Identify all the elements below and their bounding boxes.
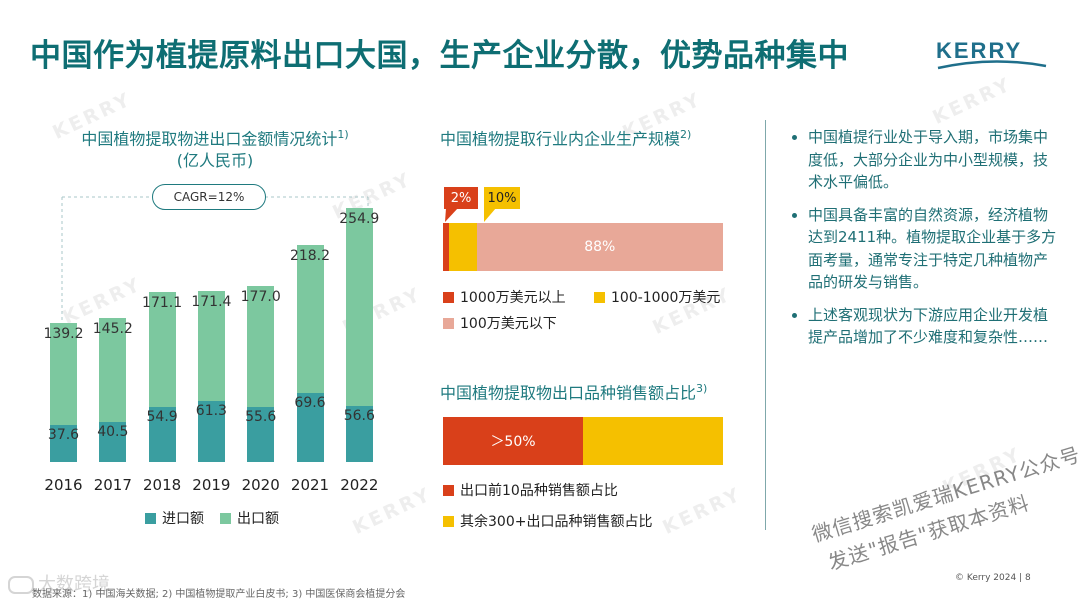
- chart2-title: 中国植物提取行业内企业生产规模2): [440, 124, 740, 150]
- copyright: © Kerry 2024 | 8: [955, 573, 1031, 583]
- callout-pointers: [445, 208, 496, 222]
- logo-text: KERRY: [936, 38, 1023, 63]
- legend-label: 出口前10品种销售额占比: [460, 483, 618, 499]
- chart1-title: 中国植物提取物进出口金额情况统计1) (亿人民币): [40, 124, 390, 172]
- cagr-badge: CAGR=12%: [152, 184, 266, 210]
- legend-swatch-red: [443, 484, 454, 496]
- chart3-legend-0: 出口前10品种销售额占比: [443, 480, 618, 500]
- chart1-title-sup: 1): [337, 128, 349, 141]
- chart3-segment-1: [583, 417, 723, 465]
- legend-label-import: 进口额: [162, 511, 204, 527]
- chart3-segment-0: ＞50%: [443, 417, 583, 465]
- chart1-title-text: 中国植物提取物进出口金额情况统计: [81, 129, 338, 149]
- chart2-title-sup: 2): [680, 128, 692, 141]
- chart1-legend-export: 出口额: [220, 508, 279, 528]
- chart3-title-text: 中国植物提取物出口品种销售额占比: [440, 383, 697, 403]
- callout-10pct-text: 10%: [487, 190, 517, 206]
- bottom-brand-icon: [8, 576, 34, 594]
- chart3-segment-label: ＞50%: [490, 434, 536, 450]
- bottom-brand-text: 大数跨境: [38, 574, 110, 595]
- legend-swatch-red: [443, 291, 454, 303]
- callout-10pct: 10%: [484, 187, 520, 209]
- chart2-segment-2: 88%: [476, 223, 723, 271]
- bullet-item: 上述客观现状为下游应用企业开发植提产品增加了不少难度和复杂性……: [808, 304, 1060, 349]
- legend-swatch-pink: [443, 317, 454, 329]
- page-title: 中国作为植提原料出口大国，生产企业分散，优势品种集中: [30, 38, 849, 74]
- bullet-item: 中国具备丰富的自然资源，经济植物达到2411种。植物提取企业基于多方面考量，通常…: [808, 204, 1060, 294]
- chart2-title-text: 中国植物提取行业内企业生产规模: [440, 129, 681, 149]
- chart2-segment-label: 88%: [584, 239, 616, 255]
- vertical-divider: [765, 120, 766, 530]
- legend-label: 其余300+出口品种销售额占比: [460, 514, 653, 530]
- legend-label: 100万美元以下: [460, 316, 557, 332]
- legend-swatch-import: [145, 512, 156, 524]
- bottom-brand-watermark: 大数跨境: [8, 570, 110, 596]
- legend-swatch-export: [220, 512, 231, 524]
- callout-2pct: 2%: [444, 187, 478, 209]
- source-note: 数据来源：1) 中国海关数据; 2) 中国植物提取产业白皮书; 3) 中国医保商…: [32, 589, 406, 600]
- legend-label-export: 出口额: [237, 511, 279, 527]
- chart2-legend-2: 100万美元以下: [443, 313, 557, 333]
- legend-label: 1000万美元以上: [460, 290, 566, 306]
- chart2-legend-0: 1000万美元以上: [443, 287, 566, 307]
- chart3-title: 中国植物提取物出口品种销售额占比3): [440, 378, 760, 404]
- chart1-subtitle: (亿人民币): [176, 151, 254, 171]
- chart3-legend-1: 其余300+出口品种销售额占比: [443, 511, 652, 531]
- kerry-logo: KERRY: [936, 38, 1048, 70]
- cagr-text: CAGR=12%: [173, 190, 245, 204]
- bullet-list: 中国植提行业处于导入期，市场集中度低，大部分企业为中小型规模，技术水平偏低。 中…: [790, 126, 1060, 359]
- legend-swatch-yellow: [443, 515, 454, 527]
- logo-swoosh-icon: [937, 60, 1047, 70]
- chart1-legend-import: 进口额: [145, 508, 204, 528]
- chart2-bar: 88%: [443, 223, 723, 271]
- callout-2pct-text: 2%: [450, 190, 472, 206]
- chart3-title-sup: 3): [696, 382, 708, 395]
- chart3-bar: ＞50%: [443, 417, 723, 465]
- chart2-segment-0: [443, 223, 449, 271]
- legend-swatch-yellow: [594, 291, 605, 303]
- legend-label: 100-1000万美元: [611, 290, 721, 306]
- chart2-segment-1: [448, 223, 477, 271]
- bullet-item: 中国植提行业处于导入期，市场集中度低，大部分企业为中小型规模，技术水平偏低。: [808, 126, 1060, 194]
- chart2-legend-1: 100-1000万美元: [594, 287, 720, 307]
